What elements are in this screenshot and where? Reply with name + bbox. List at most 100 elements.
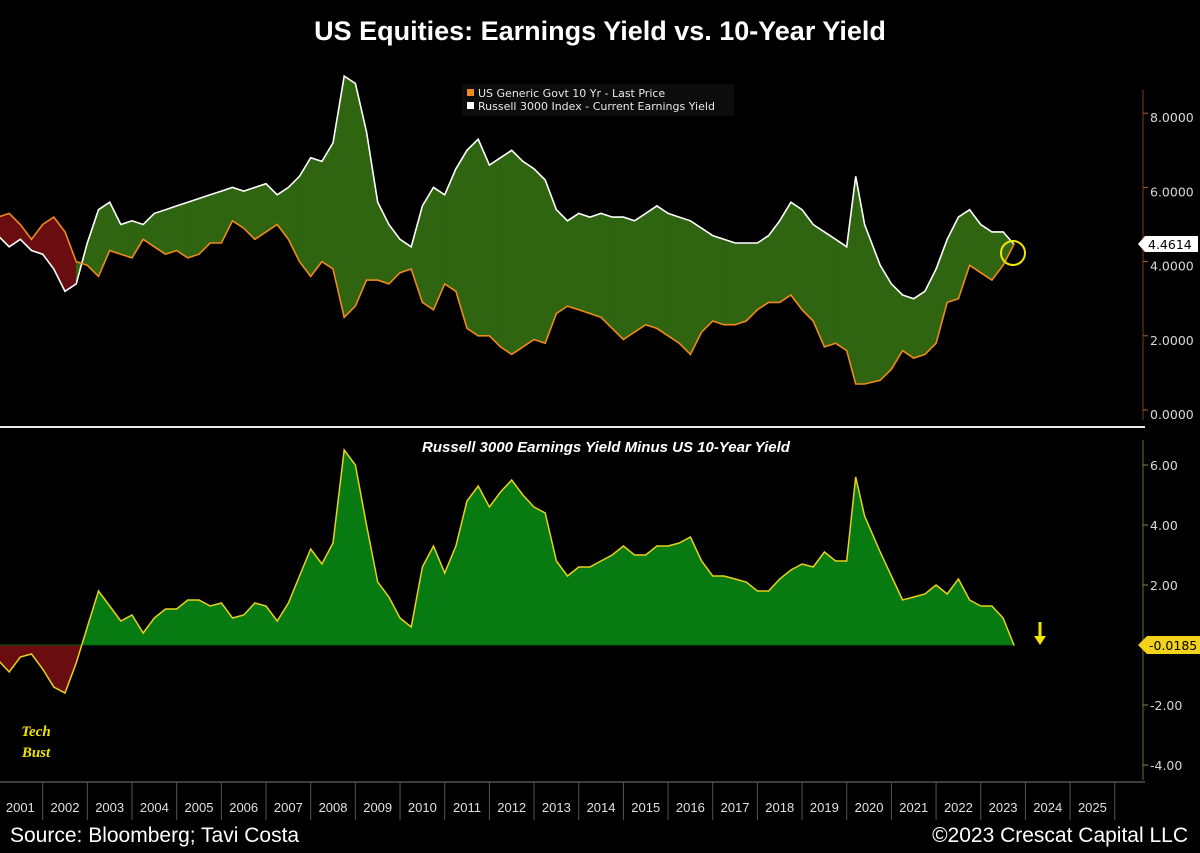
x-tick-label: 2019 bbox=[810, 800, 839, 815]
y-tick-label: 4.0000 bbox=[1150, 259, 1194, 274]
spread-fill-positive-segment bbox=[667, 213, 680, 344]
spread-fill-positive-segment bbox=[187, 198, 200, 259]
x-tick-label: 2005 bbox=[185, 800, 214, 815]
spread-fill-positive-segment bbox=[891, 283, 903, 371]
spread-fill-positive-segment bbox=[645, 205, 658, 329]
spread-fill-positive-segment bbox=[243, 187, 256, 240]
legend-swatch-ten-year bbox=[467, 89, 474, 96]
top-fill-group bbox=[0, 75, 1015, 385]
last-value-callout-top bbox=[1138, 236, 1198, 252]
spread-fill-positive-segment bbox=[790, 201, 803, 311]
spread-area-positive bbox=[0, 450, 1015, 645]
spread-fill-positive-segment bbox=[801, 208, 814, 322]
y-tick-label: 0.0000 bbox=[1150, 407, 1194, 422]
highlight-circle bbox=[1000, 240, 1026, 266]
spread-fill-positive-segment bbox=[433, 186, 445, 310]
spread-fill-positive-segment bbox=[165, 205, 177, 255]
legend-swatch-earnings-yield bbox=[467, 102, 474, 109]
spread-fill-positive-segment bbox=[757, 235, 769, 311]
spread-fill-positive-segment bbox=[678, 216, 691, 355]
spread-fill-positive-segment bbox=[355, 83, 367, 307]
spread-fill-positive-segment bbox=[366, 131, 378, 281]
spread-fill-positive-segment bbox=[209, 190, 222, 244]
x-tick-label: 2011 bbox=[453, 800, 481, 815]
spread-fill-positive-segment bbox=[656, 205, 669, 337]
spread-fill-positive-segment bbox=[511, 149, 524, 355]
x-tick-label: 2025 bbox=[1078, 800, 1107, 815]
x-tick-label: 2007 bbox=[274, 800, 303, 815]
spread-panel-title: Russell 3000 Earnings Yield Minus US 10-… bbox=[422, 439, 791, 456]
x-tick-label: 2010 bbox=[408, 800, 437, 815]
spread-fill-positive-segment bbox=[913, 290, 926, 359]
y-tick-label: 8.0000 bbox=[1150, 110, 1194, 125]
y-tick-label: 2.0000 bbox=[1150, 333, 1194, 348]
x-tick-label: 2017 bbox=[721, 800, 750, 815]
spread-fill-positive-segment bbox=[299, 156, 311, 278]
spread-fill-positive-segment bbox=[958, 209, 970, 299]
spread-fill-positive-segment bbox=[321, 141, 334, 270]
spread-fill-positive-segment bbox=[835, 238, 847, 352]
spread-fill-positive-segment bbox=[855, 176, 865, 385]
spread-fill-positive-segment bbox=[466, 138, 479, 337]
chart-title: US Equities: Earnings Yield vs. 10-Year … bbox=[314, 16, 886, 46]
x-tick-label: 2003 bbox=[95, 800, 124, 815]
copyright-note: ©2023 Crescat Capital LLC bbox=[932, 824, 1188, 847]
x-tick-label: 2012 bbox=[497, 800, 526, 815]
x-tick-label: 2022 bbox=[944, 800, 973, 815]
spread-fill-positive-segment bbox=[734, 242, 747, 326]
spread-fill-positive-segment bbox=[578, 213, 591, 314]
y-tick-label: -2.00 bbox=[1150, 698, 1182, 713]
last-value-bottom: -0.0185 bbox=[1149, 638, 1197, 653]
ten-year-line bbox=[0, 212, 1015, 385]
spread-fill-positive-segment bbox=[522, 160, 535, 348]
spread-fill-positive-segment bbox=[109, 202, 122, 255]
spread-fill-positive-segment bbox=[589, 213, 602, 318]
spread-fill-positive-segment bbox=[176, 201, 189, 259]
x-tick-label: 2020 bbox=[855, 800, 884, 815]
y-tick-label: 2.00 bbox=[1150, 578, 1178, 593]
spread-fill-positive-segment bbox=[824, 231, 836, 348]
y-tick-label: 6.0000 bbox=[1150, 184, 1194, 199]
spread-fill-positive-segment bbox=[980, 224, 993, 281]
spread-fill-positive-segment bbox=[567, 212, 579, 311]
spread-fill-positive-segment bbox=[399, 238, 412, 274]
last-value-callout-bottom bbox=[1138, 636, 1200, 654]
spread-fill-positive-segment bbox=[444, 168, 457, 292]
spread-fill-positive-segment bbox=[120, 220, 133, 259]
x-tick-label: 2014 bbox=[587, 800, 616, 815]
spread-fill-negative-segment bbox=[31, 223, 43, 255]
annotation-tech: Tech bbox=[21, 724, 50, 740]
legend-box bbox=[462, 84, 734, 116]
spread-fill-positive-segment bbox=[723, 238, 736, 325]
spread-fill-positive-segment bbox=[455, 149, 468, 329]
spread-fill-positive-segment bbox=[600, 213, 613, 329]
spread-fill-positive-segment bbox=[533, 168, 546, 344]
x-tick-label: 2004 bbox=[140, 800, 169, 815]
spread-fill-positive-segment bbox=[623, 216, 635, 340]
x-tick-label: 2013 bbox=[542, 800, 571, 815]
spread-fill-positive-segment bbox=[812, 224, 825, 348]
spread-fill-negative-segment bbox=[64, 231, 77, 292]
spread-fill-positive-segment bbox=[310, 157, 323, 278]
x-tick-label: 2015 bbox=[631, 800, 660, 815]
y-tick-label: -4.00 bbox=[1150, 758, 1182, 773]
x-tick-label: 2016 bbox=[676, 800, 705, 815]
x-tick-label: 2021 bbox=[899, 800, 928, 815]
legend-label-ten-year: US Generic Govt 10 Yr - Last Price bbox=[478, 87, 665, 100]
source-note: Source: Bloomberg; Tavi Costa bbox=[10, 824, 300, 847]
x-tick-label: 2023 bbox=[989, 800, 1018, 815]
x-tick-label: 2002 bbox=[51, 800, 80, 815]
x-tick-label: 2001 bbox=[6, 800, 35, 815]
spread-fill-positive-segment bbox=[422, 186, 434, 311]
spread-fill-positive-segment bbox=[745, 242, 758, 322]
spread-fill-positive-segment bbox=[221, 187, 233, 244]
x-tick-label: 2008 bbox=[319, 800, 348, 815]
y-tick-label: 6.00 bbox=[1150, 458, 1178, 473]
spread-fill-positive-segment bbox=[343, 75, 356, 318]
x-tick-label: 2009 bbox=[363, 800, 392, 815]
spread-line bbox=[0, 448, 1015, 695]
down-arrow-icon bbox=[1034, 622, 1046, 645]
spread-fill-positive-segment bbox=[556, 209, 568, 315]
y-tick-label: 4.00 bbox=[1150, 518, 1178, 533]
